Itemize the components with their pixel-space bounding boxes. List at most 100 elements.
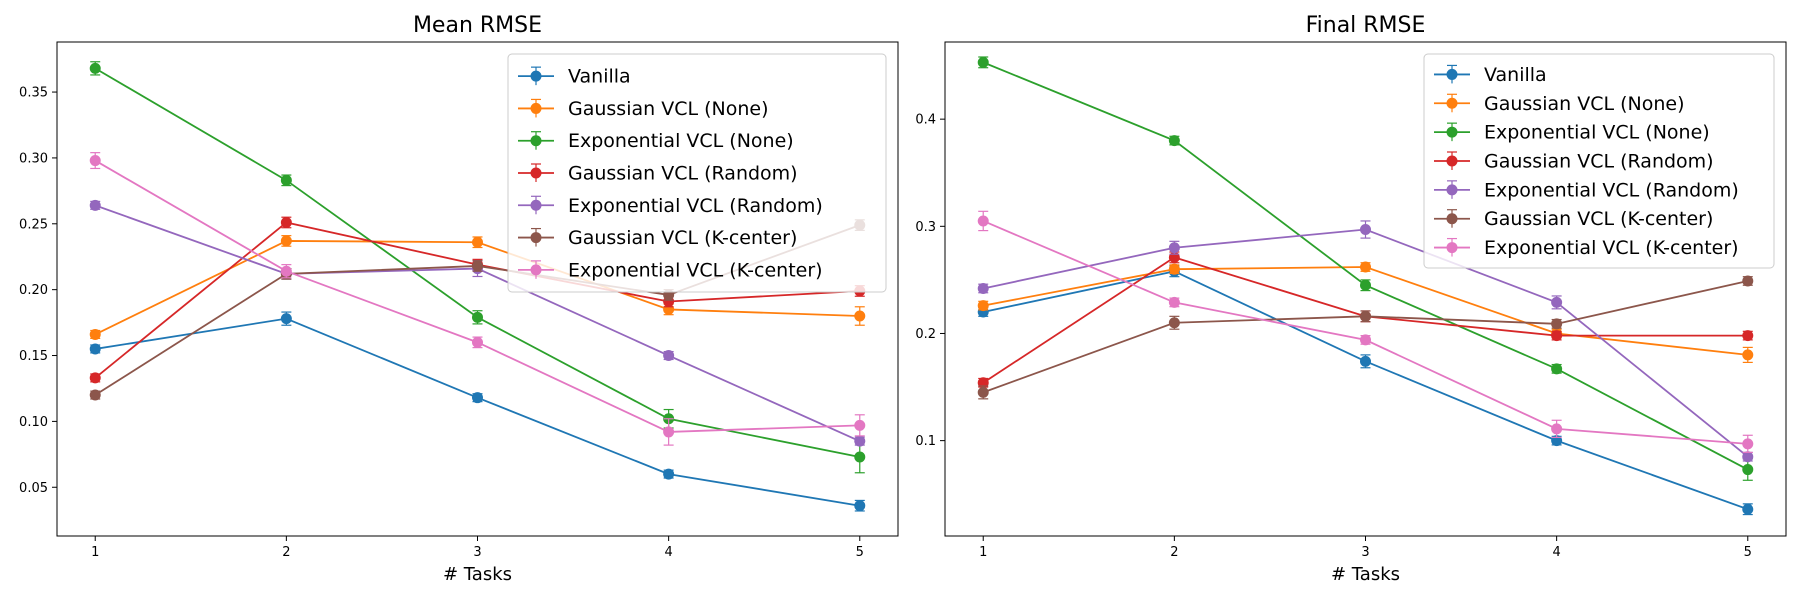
legend: Vanilla Gaussian VCL (None) Exponential VC… <box>1423 53 1775 269</box>
data-point <box>280 235 292 247</box>
legend-marker <box>1446 155 1458 167</box>
legend-marker <box>530 264 542 276</box>
data-point <box>977 386 989 398</box>
data-point <box>1551 423 1563 435</box>
series-1 <box>977 265 1754 516</box>
legend-marker <box>530 167 542 179</box>
series-6 <box>977 275 1754 400</box>
data-point <box>280 174 292 186</box>
legend-item: Gaussian VCL (Random) <box>1434 151 1714 173</box>
legend-item: Vanilla <box>1434 64 1547 86</box>
data-point <box>89 155 101 167</box>
legend-item: Gaussian VCL (None) <box>518 98 769 120</box>
legend-item: Gaussian VCL (None) <box>1434 93 1685 115</box>
chart-title: Final RMSE <box>1306 13 1426 38</box>
axes-frame <box>944 41 1787 537</box>
data-point <box>854 500 866 512</box>
y-tick-label: 0.4 <box>915 113 936 128</box>
data-point <box>1168 296 1180 308</box>
data-point <box>280 216 292 228</box>
legend-marker <box>530 70 542 82</box>
legend-label: Exponential VCL (K-center) <box>1484 237 1739 259</box>
data-point <box>472 236 483 248</box>
data-point <box>1360 334 1371 346</box>
x-tick-label: 2 <box>282 545 290 560</box>
series-5 <box>977 220 1754 463</box>
y-tick-label: 0.2 <box>915 327 936 342</box>
y-tick-label: 0.10 <box>19 415 48 430</box>
legend-label: Gaussian VCL (None) <box>568 98 769 120</box>
legend-item: Gaussian VCL (K-center) <box>518 227 797 249</box>
chart-title: Mean RMSE <box>413 13 542 38</box>
data-point <box>1742 349 1754 361</box>
data-point <box>854 435 866 447</box>
data-point <box>1360 261 1371 273</box>
chart-panel-2: Final RMSE 1 2 3 4 5 0.1 0.2 0.3 0.4 # Tasks Vanill… <box>915 13 1787 585</box>
x-axis-label: # Tasks <box>443 564 512 585</box>
x-tick-label: 4 <box>1552 545 1560 560</box>
data-point <box>1360 279 1371 291</box>
data-point <box>1742 438 1754 450</box>
data-point <box>89 62 101 74</box>
data-point <box>89 199 101 211</box>
data-point <box>1168 317 1180 329</box>
y-tick-label: 0.35 <box>19 86 48 101</box>
legend-item: Exponential VCL (K-center) <box>518 259 823 281</box>
legend-item: Gaussian VCL (K-center) <box>1434 208 1713 230</box>
legend-label: Gaussian VCL (Random) <box>1484 151 1714 173</box>
legend-item: Exponential VCL (None) <box>1434 122 1710 144</box>
legend-marker <box>1446 213 1458 225</box>
data-point <box>1551 330 1563 342</box>
y-tick-label: 0.05 <box>19 481 48 496</box>
legend-marker <box>530 199 542 211</box>
legend-marker <box>1446 97 1458 109</box>
data-point <box>854 310 866 322</box>
axes-frame <box>56 41 899 537</box>
series-3 <box>89 61 866 474</box>
legend-marker <box>1446 242 1458 254</box>
legend-label: Gaussian VCL (K-center) <box>1484 208 1713 230</box>
legend-marker <box>1446 68 1458 80</box>
y-tick-label: 0.15 <box>19 349 48 364</box>
data-point <box>1168 242 1180 254</box>
data-point <box>977 56 989 68</box>
legend-label: Exponential VCL (Random) <box>1484 179 1739 201</box>
data-point <box>1551 318 1563 330</box>
legend: Vanilla Gaussian VCL (None) Exponential VC… <box>507 53 887 293</box>
series-7 <box>89 152 866 446</box>
legend-label: Gaussian VCL (Random) <box>568 163 798 185</box>
series-1 <box>89 311 866 512</box>
data-point <box>1168 263 1180 275</box>
data-point <box>977 282 989 294</box>
legend-item: Exponential VCL (None) <box>518 130 794 152</box>
legend-label: Exponential VCL (Random) <box>568 195 823 217</box>
data-point <box>280 313 292 325</box>
legend-label: Gaussian VCL (K-center) <box>568 227 797 249</box>
data-point <box>663 468 675 480</box>
legend-item: Exponential VCL (K-center) <box>1434 237 1739 259</box>
legend-label: Exponential VCL (None) <box>1484 122 1710 144</box>
legend-item: Vanilla <box>518 66 631 88</box>
data-point <box>1168 135 1180 147</box>
legend-label: Vanilla <box>1484 64 1547 86</box>
x-tick-label: 2 <box>1170 545 1178 560</box>
y-tick-label: 0.1 <box>915 434 936 449</box>
data-point <box>89 389 101 401</box>
y-tick-label: 0.30 <box>19 151 48 166</box>
data-point <box>1360 224 1371 236</box>
data-point <box>1742 503 1754 515</box>
x-tick-label: 1 <box>91 545 99 560</box>
data-point <box>472 336 483 348</box>
x-tick-label: 5 <box>1744 545 1752 560</box>
data-point <box>89 343 101 355</box>
legend-label: Exponential VCL (None) <box>568 130 794 152</box>
data-point <box>89 328 101 340</box>
data-point <box>1742 275 1754 287</box>
x-tick-label: 4 <box>664 545 672 560</box>
legend-label: Vanilla <box>568 66 631 88</box>
data-point <box>977 215 989 227</box>
legend-marker <box>530 232 542 244</box>
data-point <box>1742 330 1754 342</box>
data-point <box>1742 464 1754 476</box>
